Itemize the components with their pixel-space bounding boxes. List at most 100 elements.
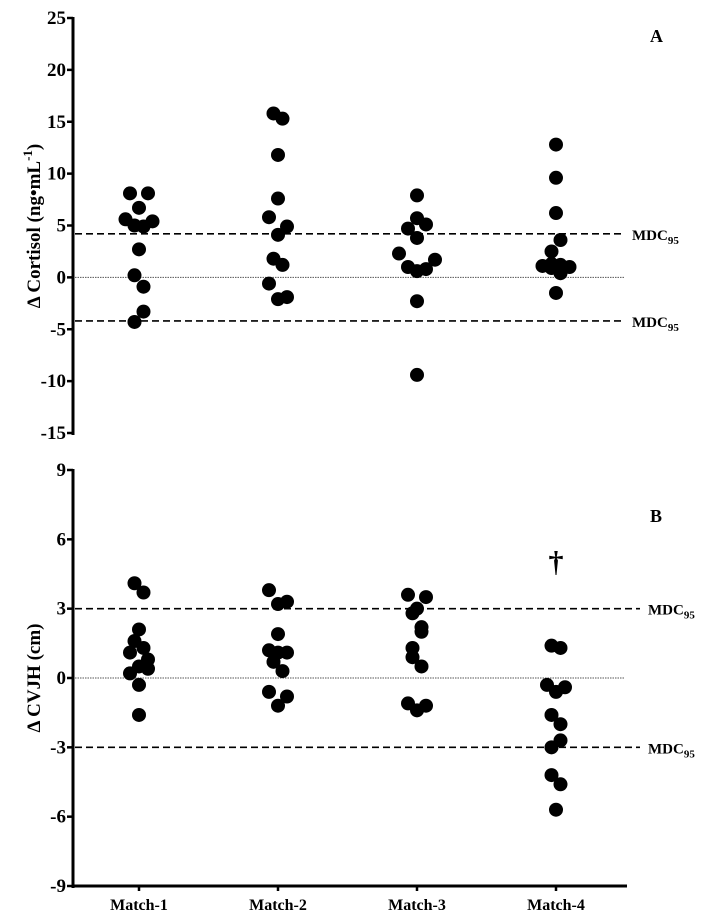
panel-b-point-match-1 <box>136 640 151 655</box>
panel-a-point-match-2 <box>271 147 285 162</box>
panel-b-y-tick-label: -6 <box>50 807 66 828</box>
panel-a-y-tick-label: -5 <box>50 319 66 340</box>
panel-b-point-match-1 <box>136 585 151 600</box>
panel-b-y-tick-label: -9 <box>50 876 66 897</box>
panel-b-point-match-2 <box>271 627 285 642</box>
panel-b-point-match-2 <box>280 594 294 609</box>
panel-a-y-tick-label: 15 <box>47 112 66 133</box>
panel-a-point-match-3 <box>392 246 406 261</box>
panel-a-point-match-4 <box>549 170 563 185</box>
panel-b-point-match-4 <box>553 717 568 732</box>
panel-a-point-match-4 <box>544 244 559 259</box>
panel-a-mdc-label: MDC95 <box>632 228 679 247</box>
panel-a-y-tick-label: -15 <box>41 423 66 444</box>
panel-a-y-axis-title-sup: -1 <box>20 150 35 161</box>
panel-a-y-tick-label: -10 <box>41 371 66 392</box>
panel-b-point-match-4 <box>558 680 572 695</box>
x-tick-label-match-2: Match-2 <box>249 897 307 914</box>
panel-a-point-match-3 <box>410 188 424 203</box>
panel-a-point-match-1 <box>123 186 137 201</box>
panel-b-y-tick-label: 6 <box>57 529 67 550</box>
panel-a-y-axis-title-end: ) <box>24 144 45 150</box>
panel-a-point-match-2 <box>271 227 285 242</box>
x-tick-label-match-3: Match-3 <box>388 897 446 914</box>
panel-b-y-axis-title: Δ CVJH (cm) <box>24 624 45 733</box>
panel-b-y-tick-label: 0 <box>57 668 67 689</box>
mdc-label-main: MDC <box>632 228 668 244</box>
panel-a-point-match-2 <box>280 290 294 305</box>
panel-b-point-match-1 <box>123 645 137 660</box>
mdc-label-subscript: 95 <box>684 610 696 622</box>
panel-a-point-match-3 <box>428 252 442 267</box>
panel-b-label: B <box>650 506 662 526</box>
panel-b-point-match-2 <box>275 664 290 679</box>
panel-b-y-tick-label: -3 <box>50 737 66 758</box>
panel-a-y-tick-label: 0 <box>57 267 67 288</box>
panel-a-y-tick-label: 20 <box>47 60 66 81</box>
panel-b-point-match-1 <box>132 677 146 692</box>
panel-b-point-match-4 <box>553 777 568 792</box>
panel-a-point-match-2 <box>275 257 290 272</box>
panel-b-mdc-label: MDC95 <box>648 603 695 622</box>
panel-a-point-match-2 <box>280 219 294 234</box>
panel-b-point-match-2 <box>280 689 294 704</box>
panel-a-point-match-2 <box>275 111 290 126</box>
panel-b-point-match-4 <box>544 740 559 755</box>
panel-b-point-match-1 <box>123 666 137 681</box>
panel-b-point-match-2 <box>266 654 281 669</box>
panel-a-y-tick-label: 25 <box>47 8 66 29</box>
mdc-label-subscript: 95 <box>668 235 680 247</box>
panel-a-point-match-1 <box>145 214 160 229</box>
panel-a-point-match-2 <box>262 276 276 291</box>
panel-a-point-match-4 <box>553 233 568 248</box>
panel-b-point-match-2 <box>262 583 276 598</box>
mdc-label-main: MDC <box>632 315 668 331</box>
panel-b-point-match-1 <box>132 622 146 637</box>
panel-a-point-match-3 <box>419 262 433 277</box>
panel-a-y-axis-title-main: Δ Cortisol (ng•mL <box>24 161 45 308</box>
panel-b-dagger-annotation: † <box>549 546 564 579</box>
panel-b-point-match-3 <box>419 698 433 713</box>
panel-a-point-match-1 <box>141 186 155 201</box>
panel-a-point-match-2 <box>271 191 285 206</box>
panel-a-point-match-3 <box>410 367 424 382</box>
x-tick-label-match-1: Match-1 <box>110 897 168 914</box>
panel-a-point-match-4 <box>549 206 563 221</box>
panel-b-point-match-3 <box>414 624 429 639</box>
panel-a-y-axis-title: Δ Cortisol (ng•mL-1) <box>20 144 45 309</box>
panel-b-point-match-2 <box>271 698 285 713</box>
mdc-label-main: MDC <box>648 741 684 757</box>
panel-b-mdc-label: MDC95 <box>648 741 695 760</box>
panel-b-point-match-4 <box>544 707 559 722</box>
panel-a-y-tick-label: 5 <box>57 216 67 237</box>
panel-a-point-match-1 <box>127 314 142 329</box>
panel-b-y-tick-label: 9 <box>57 460 67 481</box>
panel-b-point-match-3 <box>419 590 433 605</box>
mdc-label-subscript: 95 <box>684 748 696 760</box>
panel-b-point-match-4 <box>553 640 568 655</box>
panel-a-point-match-3 <box>419 217 433 232</box>
panel-a-point-match-3 <box>410 230 424 245</box>
panel-b-point-match-4 <box>549 802 563 817</box>
panel-a-point-match-3 <box>401 221 415 236</box>
mdc-label-subscript: 95 <box>668 322 680 334</box>
panel-a-point-match-1 <box>136 304 151 319</box>
mdc-label-main: MDC <box>648 603 684 619</box>
panel-b-y-tick-label: 3 <box>57 599 67 620</box>
panel-b-point-match-3 <box>405 606 420 621</box>
panel-a-point-match-2 <box>262 210 276 225</box>
panel-b-point-match-4 <box>544 768 559 783</box>
panel-a-point-match-4 <box>562 260 577 274</box>
panel-b-point-match-2 <box>280 645 294 660</box>
x-tick-label-match-4: Match-4 <box>527 897 585 914</box>
panel-b-point-match-1 <box>127 576 142 591</box>
panel-a-point-match-1 <box>132 242 146 257</box>
panel-a-y-tick-label: 10 <box>47 164 66 185</box>
panel-a-point-match-1 <box>136 279 151 294</box>
panel-a-point-match-1 <box>132 200 146 215</box>
panel-b-point-match-1 <box>132 707 146 722</box>
panel-a-point-match-1 <box>127 268 142 283</box>
